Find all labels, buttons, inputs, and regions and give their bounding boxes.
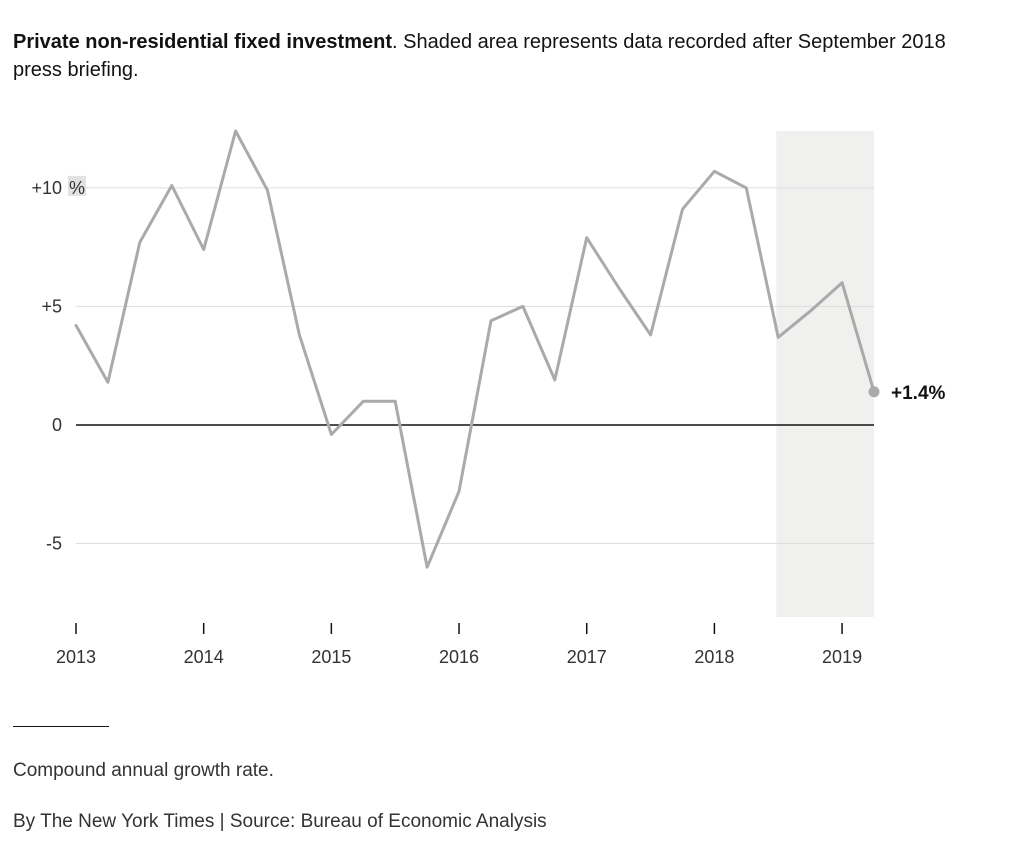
y-tick-label: 0 [52,415,62,435]
y-tick-label: -5 [46,534,62,554]
source-credit: By The New York Times | Source: Bureau o… [13,811,547,832]
x-tick-label: 2014 [184,647,224,667]
x-tick-label: 2015 [311,647,351,667]
footnote-divider [13,726,109,727]
y-tick-label: +5 [41,296,62,316]
y-axis: +10 % +5 0 -5 [31,175,86,554]
x-axis: 2013 2014 2015 2016 2017 2018 2019 [56,623,862,667]
line-chart: +10 % +5 0 -5 2013 2014 2015 2016 2017 2018 2019 +… [31,129,946,667]
end-value-label: +1.4% [891,383,946,404]
footnote: Compound annual growth rate. [13,760,274,781]
series-layer [74,129,876,569]
series-line [74,129,876,569]
end-point-marker [868,386,880,398]
chart-title-bold: Private non-residential fixed investment [13,31,392,53]
x-tick-label: 2017 [567,647,607,667]
chart-title-description: . Shaded area represents data recorded a… [13,31,946,81]
y-tick-label: +10 [31,178,62,198]
x-tick-label: 2019 [822,647,862,667]
unit-label-background [68,175,86,196]
annotation-layer: +1.4% [868,383,946,404]
x-tick-label: 2016 [439,647,479,667]
post-briefing-shaded-area [776,131,874,617]
grid-lines [76,187,874,545]
x-tick-label: 2018 [694,647,734,667]
chart-title: Private non-residential fixed investment… [13,28,993,84]
y-unit-label: % [69,178,85,198]
x-tick-label: 2013 [56,647,96,667]
